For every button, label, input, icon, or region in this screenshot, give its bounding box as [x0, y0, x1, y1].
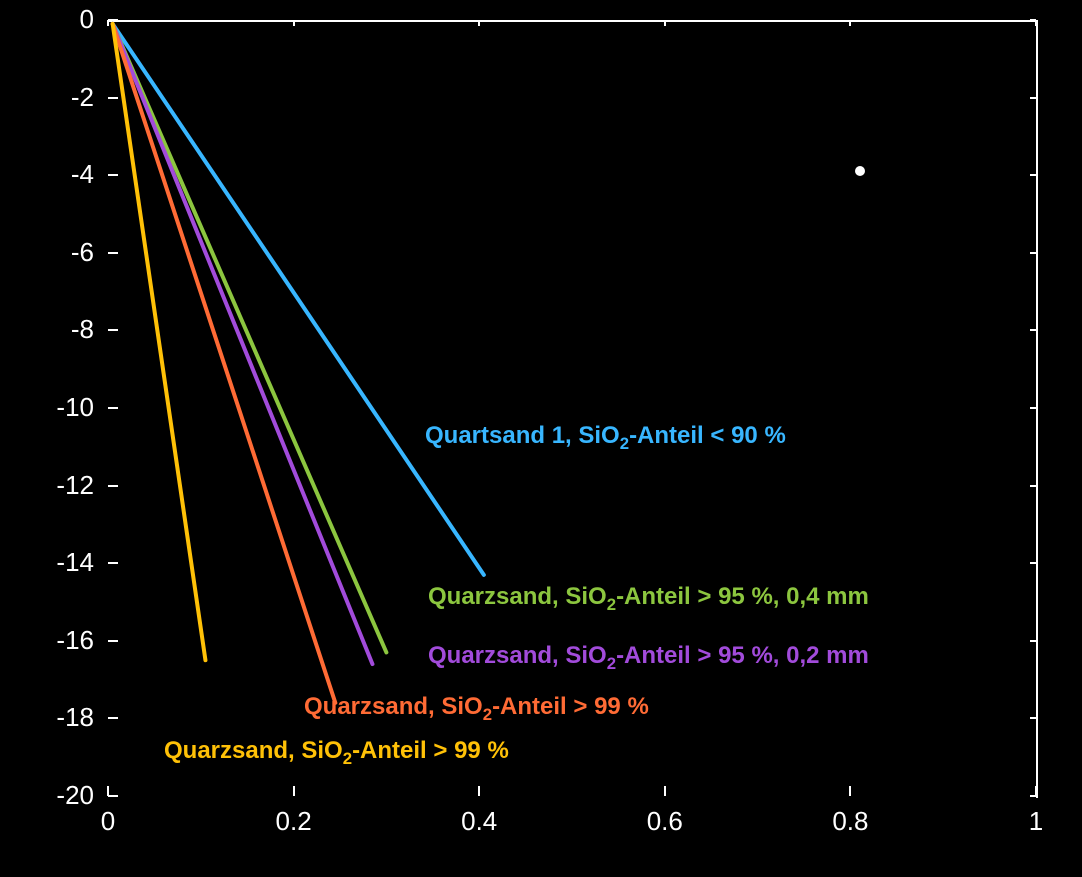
- series-label-green: Quarzsand, SiO2-Anteil > 95 %, 0,4 mm: [428, 583, 869, 615]
- y-tick-label: -16: [56, 625, 94, 656]
- series-label-pre: Quarzsand, SiO: [164, 737, 343, 764]
- x-tick-label: 0.4: [461, 806, 497, 837]
- y-tick-label: -6: [71, 237, 94, 268]
- series-label-post: -Anteil > 95 %, 0,4 mm: [616, 583, 869, 610]
- series-label-orange: Quarzsand, SiO2-Anteil > 99 %: [304, 693, 649, 725]
- series-line-yellow: [113, 24, 206, 660]
- y-tick-label: -18: [56, 702, 94, 733]
- y-tick-label: -10: [56, 392, 94, 423]
- series-lines: [108, 20, 1036, 796]
- series-line-orange: [113, 24, 336, 703]
- y-tick-label: -20: [56, 780, 94, 811]
- series-label-post: -Anteil < 90 %: [629, 422, 786, 449]
- series-line-green: [113, 24, 387, 653]
- series-label-post: -Anteil > 99 %: [352, 737, 509, 764]
- x-tick-label: 0: [101, 806, 115, 837]
- x-tick-label: 0.2: [276, 806, 312, 837]
- y-tick-label: -12: [56, 470, 94, 501]
- series-label-purple: Quarzsand, SiO2-Anteil > 95 %, 0,2 mm: [428, 642, 869, 674]
- series-label-sub: 2: [620, 434, 629, 453]
- y-tick-label: 0: [80, 4, 94, 35]
- y-tick-label: -2: [71, 82, 94, 113]
- x-tick-label: 0.6: [647, 806, 683, 837]
- series-label-sub: 2: [607, 595, 616, 614]
- y-tick-label: -8: [71, 314, 94, 345]
- y-tick-label: -14: [56, 547, 94, 578]
- series-label-post: -Anteil > 95 %, 0,2 mm: [616, 642, 869, 669]
- series-label-pre: Quarzsand, SiO: [304, 693, 483, 720]
- x-tick-label: 1: [1029, 806, 1043, 837]
- series-label-pre: Quartsand 1, SiO: [425, 422, 620, 449]
- series-label-pre: Quarzsand, SiO: [428, 583, 607, 610]
- series-line-blue: [113, 24, 484, 575]
- y-tick-label: -4: [71, 159, 94, 190]
- series-label-sub: 2: [607, 654, 616, 673]
- series-label-yellow: Quarzsand, SiO2-Anteil > 99 %: [164, 737, 509, 769]
- x-tick-label: 0.8: [832, 806, 868, 837]
- series-label-post: -Anteil > 99 %: [492, 693, 649, 720]
- series-label-sub: 2: [343, 749, 352, 768]
- series-label-sub: 2: [483, 705, 492, 724]
- series-label-blue: Quartsand 1, SiO2-Anteil < 90 %: [425, 422, 786, 454]
- marker-dot: [855, 166, 865, 176]
- series-line-purple: [113, 24, 373, 664]
- series-label-pre: Quarzsand, SiO: [428, 642, 607, 669]
